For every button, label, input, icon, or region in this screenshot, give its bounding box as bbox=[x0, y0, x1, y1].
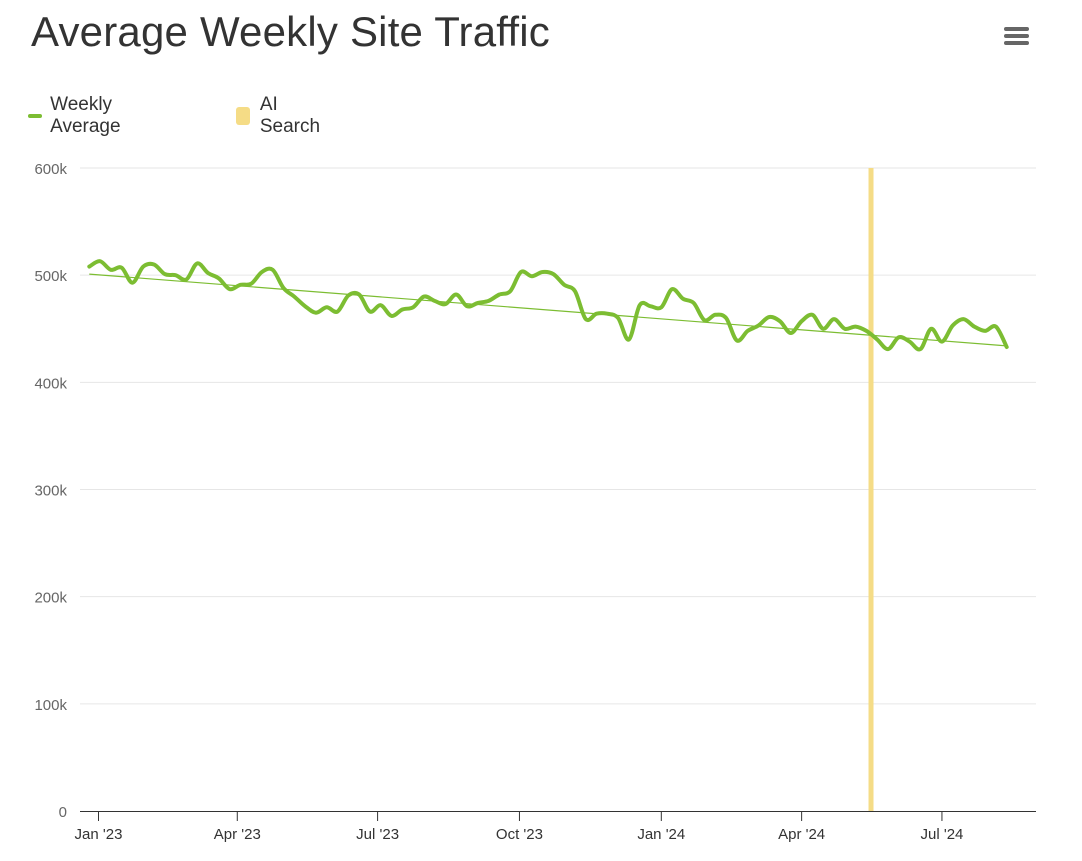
legend-item-ai-search[interactable]: AI Search bbox=[236, 94, 324, 137]
axes: 0 100k 200k 300k 400k 500k 600k Jan '23 Apr '23 J… bbox=[34, 161, 1036, 843]
x-tick-label: Jan '23 bbox=[75, 826, 123, 843]
y-tick-label: 400k bbox=[34, 375, 67, 392]
legend-item-weekly-average[interactable]: Weekly Average bbox=[28, 94, 130, 137]
weekly-average-line bbox=[87, 259, 1009, 352]
hamburger-menu-icon[interactable] bbox=[998, 22, 1034, 54]
gridlines bbox=[80, 167, 1036, 705]
x-tick-label: Jul '23 bbox=[356, 826, 399, 843]
y-tick-label: 100k bbox=[34, 697, 67, 714]
x-tick-label: Jul '24 bbox=[920, 826, 963, 843]
legend-line-icon bbox=[28, 114, 43, 118]
chart-title: Average Weekly Site Traffic bbox=[31, 8, 550, 55]
y-tick-label: 500k bbox=[34, 268, 67, 285]
y-tick-label: 200k bbox=[34, 590, 67, 607]
series-lines bbox=[87, 259, 1009, 352]
x-tick-label: Apr '24 bbox=[778, 826, 825, 843]
ai-search-band bbox=[868, 168, 874, 811]
y-tick-label: 300k bbox=[34, 483, 67, 500]
legend-box-icon bbox=[236, 107, 250, 125]
y-tick-label: 600k bbox=[34, 161, 67, 178]
x-tick-label: Jan '24 bbox=[637, 826, 685, 843]
x-tick-label: Apr '23 bbox=[214, 826, 261, 843]
legend-label: AI Search bbox=[259, 94, 321, 137]
legend-label: Weekly Average bbox=[50, 94, 121, 137]
highlight-bands bbox=[868, 168, 874, 811]
trendline bbox=[89, 273, 1007, 347]
y-tick-label: 0 bbox=[59, 804, 67, 821]
x-tick-label: Oct '23 bbox=[496, 826, 543, 843]
